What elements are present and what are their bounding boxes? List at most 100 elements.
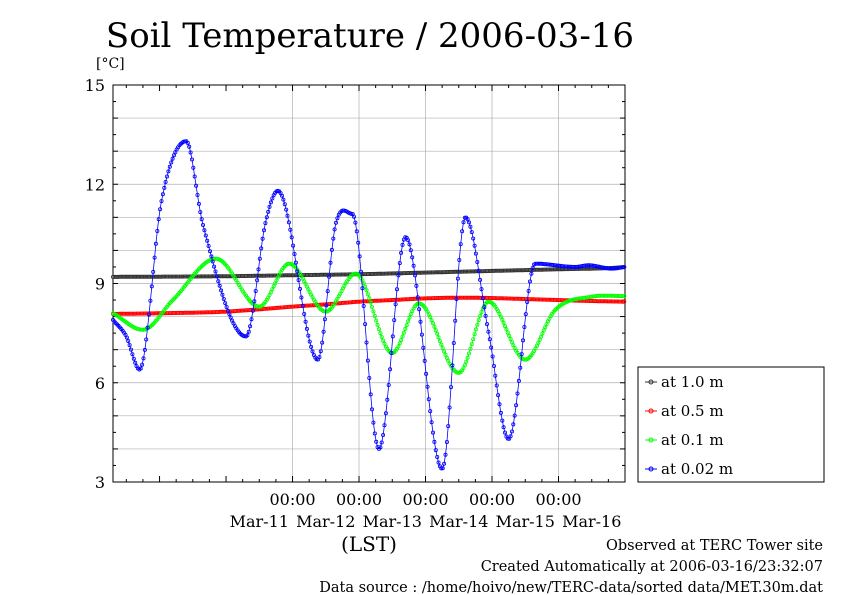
data-point [166,169,171,174]
data-point [167,164,172,169]
data-point [266,273,271,278]
data-point [465,217,470,222]
data-point [358,269,363,274]
data-point [620,294,625,299]
data-point [622,265,627,270]
data-point [602,299,607,304]
data-point [486,329,491,334]
data-point [400,334,405,339]
data-point [466,295,471,300]
data-point [376,298,381,303]
y-axis-ticks: 3 6 9 12 15 [85,76,625,492]
data-point [374,439,379,444]
data-point [285,273,290,278]
data-point [537,267,542,272]
data-point [430,430,435,435]
data-point [484,295,489,300]
data-point [414,283,419,288]
data-point [131,274,136,279]
data-point [195,192,200,197]
data-point [442,461,447,466]
data-point [498,410,503,415]
data-point [523,312,528,317]
data-point [446,424,451,429]
data-point [388,367,393,372]
data-point [491,296,496,301]
data-point [127,311,132,316]
data-point [260,273,265,278]
data-point [455,276,460,281]
data-point [257,256,262,261]
data-point [246,329,251,334]
data-point [440,346,445,351]
data-point [133,360,138,365]
data-point [448,269,453,274]
data-point [302,311,307,316]
data-point [418,319,423,324]
data-point [383,411,388,416]
data-point [130,352,135,357]
data-point [465,269,470,274]
data-point [291,243,296,248]
data-point [509,268,514,273]
data-point [140,362,145,367]
chart-title: Soil Temperature / 2006-03-16 [106,16,634,56]
data-point [368,271,373,276]
data-point [401,330,406,335]
data-point [518,268,523,273]
data-point [333,272,338,277]
data-point [376,327,381,332]
data-point [429,270,434,275]
data-point [322,317,327,322]
data-point [307,272,312,277]
data-point [462,269,467,274]
data-point [504,327,509,332]
data-point [296,278,301,283]
series-line-at-0-5-m [113,297,625,315]
data-point [142,347,147,352]
data-point [267,273,272,278]
data-point [141,274,146,279]
data-point [555,297,560,302]
data-point [329,247,334,252]
data-point [203,233,208,238]
data-point [406,297,411,302]
data-point [448,385,453,390]
data-point [306,333,311,338]
data-point [119,274,124,279]
data-point [622,299,627,304]
data-point [528,297,533,302]
data-point [613,299,618,304]
data-point [502,324,507,329]
data-point [200,222,205,227]
data-point [255,278,260,283]
data-point [547,267,552,272]
data-point [212,264,217,269]
data-point [515,391,520,396]
data-point [313,272,318,277]
data-point [364,340,369,345]
data-point [447,295,452,300]
data-point [246,273,251,278]
data-point [325,289,330,294]
data-point [508,434,513,439]
data-point [273,273,278,278]
data-point [328,260,333,265]
data-point [170,310,175,315]
data-point [339,300,344,305]
data-point [480,269,485,274]
data-point [113,274,118,279]
data-point [619,294,624,299]
data-point [601,293,606,298]
data-point [469,230,474,235]
data-point [528,267,533,272]
data-point [378,445,383,450]
data-point [472,332,477,337]
data-point [410,270,415,275]
data-point [587,298,592,303]
data-point [178,310,183,315]
data-point [533,261,538,266]
data-point [424,371,429,376]
data-point [297,286,302,291]
data-point [304,326,309,331]
